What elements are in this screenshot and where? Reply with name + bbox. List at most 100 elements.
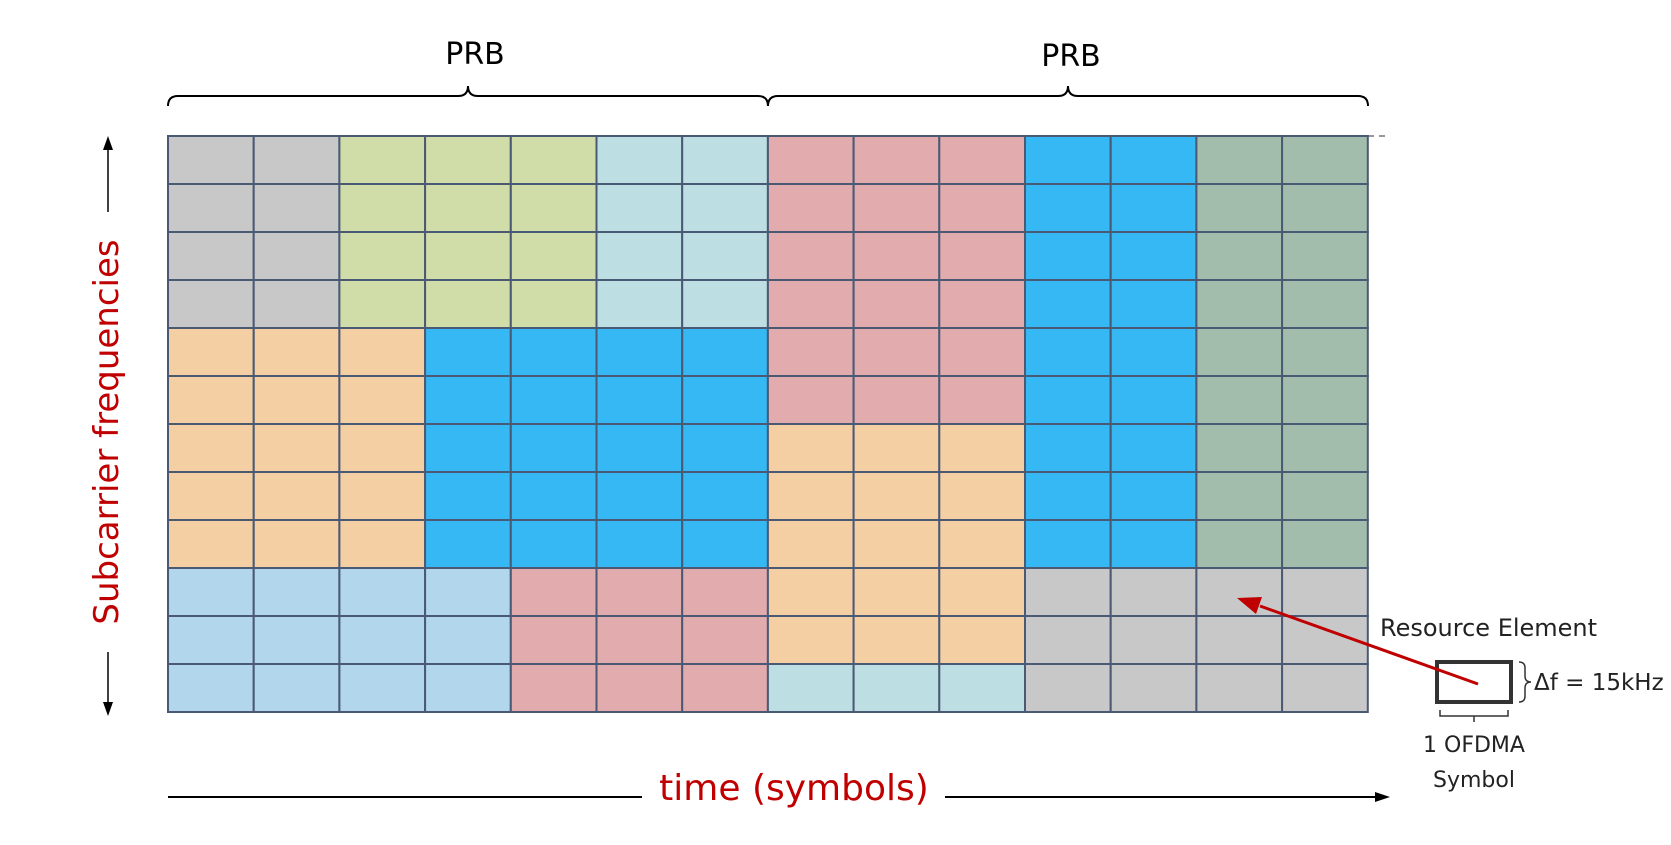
resource-cell bbox=[1195, 279, 1284, 329]
resource-cell bbox=[852, 615, 941, 665]
callout-arrow bbox=[1259, 604, 1479, 686]
prb-brace-left bbox=[167, 85, 769, 107]
resource-cell bbox=[595, 279, 684, 329]
resource-cell bbox=[681, 519, 769, 569]
resource-cell bbox=[1281, 471, 1369, 521]
resource-cell bbox=[338, 183, 427, 233]
ofdma-symbol-label-line2: Symbol bbox=[1433, 768, 1515, 793]
prb-label-left: PRB bbox=[445, 37, 505, 72]
resource-cell bbox=[424, 423, 512, 473]
resource-cell bbox=[1195, 615, 1284, 665]
resource-cell bbox=[766, 375, 855, 425]
resource-cell bbox=[852, 423, 941, 473]
resource-cell bbox=[252, 135, 341, 185]
resource-cell bbox=[595, 615, 684, 665]
resource-cell bbox=[852, 279, 941, 329]
resource-cell bbox=[595, 183, 684, 233]
resource-cell bbox=[938, 519, 1026, 569]
resource-element-callout: Resource Element Δf = 15kHz 1 OFDMA Symb… bbox=[1237, 597, 1664, 793]
resource-cell bbox=[766, 519, 855, 569]
resource-cell bbox=[252, 471, 341, 521]
resource-cell bbox=[938, 231, 1026, 281]
resource-cell bbox=[1281, 567, 1369, 617]
resource-cell bbox=[938, 135, 1026, 185]
resource-cell bbox=[338, 279, 427, 329]
resource-cell bbox=[852, 471, 941, 521]
resource-cell bbox=[1024, 375, 1112, 425]
resource-cell bbox=[595, 567, 684, 617]
resource-cell bbox=[1195, 183, 1284, 233]
resource-cell bbox=[938, 471, 1026, 521]
resource-cell bbox=[938, 327, 1026, 377]
resource-cell bbox=[852, 135, 941, 185]
resource-cell bbox=[1109, 183, 1198, 233]
resource-cell bbox=[1024, 663, 1112, 713]
resource-cell bbox=[424, 135, 512, 185]
resource-cell bbox=[1109, 375, 1198, 425]
resource-cell bbox=[424, 375, 512, 425]
resource-cell bbox=[338, 519, 427, 569]
resource-cell bbox=[1109, 519, 1198, 569]
resource-cell bbox=[252, 519, 341, 569]
resource-cell bbox=[424, 471, 512, 521]
resource-cell bbox=[852, 327, 941, 377]
resource-cell bbox=[424, 279, 512, 329]
resource-cell bbox=[509, 279, 598, 329]
frequency-axis: Subcarrier frequencies bbox=[84, 136, 132, 716]
resource-cell bbox=[338, 231, 427, 281]
resource-cell bbox=[167, 663, 255, 713]
resource-cell bbox=[766, 183, 855, 233]
resource-cell bbox=[424, 231, 512, 281]
resource-cell bbox=[681, 375, 769, 425]
resource-cell bbox=[252, 231, 341, 281]
resource-cell bbox=[167, 423, 255, 473]
resource-cell bbox=[167, 135, 255, 185]
resource-cell bbox=[1281, 663, 1369, 713]
resource-cell bbox=[252, 663, 341, 713]
resource-cell bbox=[1281, 423, 1369, 473]
resource-cell bbox=[595, 135, 684, 185]
resource-cell bbox=[252, 423, 341, 473]
resource-cell bbox=[167, 519, 255, 569]
resource-cell bbox=[167, 183, 255, 233]
resource-cell bbox=[1195, 423, 1284, 473]
resource-cell bbox=[338, 663, 427, 713]
resource-cell bbox=[595, 375, 684, 425]
resource-cell bbox=[766, 567, 855, 617]
resource-cell bbox=[938, 423, 1026, 473]
resource-cell bbox=[681, 423, 769, 473]
prb-brace-right bbox=[767, 85, 1369, 107]
resource-cell bbox=[252, 615, 341, 665]
resource-cell bbox=[681, 135, 769, 185]
resource-cell bbox=[252, 327, 341, 377]
resource-cell bbox=[1281, 183, 1369, 233]
resource-cell bbox=[595, 423, 684, 473]
resource-cell bbox=[1109, 423, 1198, 473]
ofdma-symbol-label-line1: 1 OFDMA bbox=[1423, 733, 1525, 758]
resource-cell bbox=[1281, 231, 1369, 281]
resource-cell bbox=[167, 375, 255, 425]
resource-cell bbox=[595, 327, 684, 377]
resource-cell bbox=[766, 423, 855, 473]
resource-cell bbox=[509, 327, 598, 377]
resource-cell bbox=[167, 327, 255, 377]
delta-f-label: Δf = 15kHz bbox=[1534, 670, 1664, 696]
resource-cell bbox=[509, 615, 598, 665]
resource-cell bbox=[1024, 231, 1112, 281]
resource-cell bbox=[766, 135, 855, 185]
resource-cell bbox=[766, 615, 855, 665]
resource-cell bbox=[509, 183, 598, 233]
resource-cell bbox=[1109, 135, 1198, 185]
resource-cell bbox=[1024, 615, 1112, 665]
resource-cell bbox=[167, 471, 255, 521]
resource-cell bbox=[852, 183, 941, 233]
resource-cell bbox=[1109, 471, 1198, 521]
resource-cell bbox=[338, 327, 427, 377]
resource-cell bbox=[938, 567, 1026, 617]
resource-cell bbox=[852, 231, 941, 281]
resource-cell bbox=[595, 519, 684, 569]
resource-cell bbox=[938, 279, 1026, 329]
resource-cell bbox=[938, 615, 1026, 665]
resource-cell bbox=[252, 567, 341, 617]
